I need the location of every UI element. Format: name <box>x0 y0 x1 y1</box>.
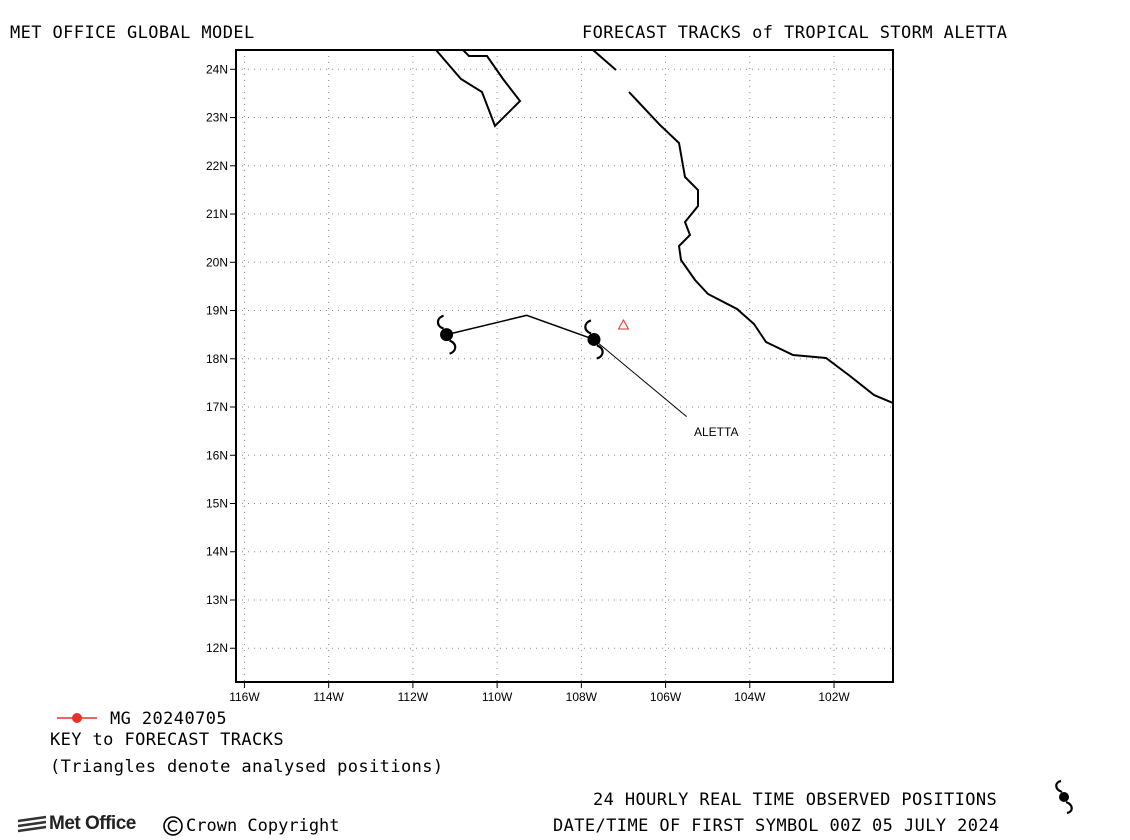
chart-title: FORECAST TRACKS of TROPICAL STORM ALETTA <box>582 23 1008 43</box>
lat-tick-label: 13N <box>206 593 228 607</box>
lat-tick-label: 21N <box>206 207 228 221</box>
tropical-storm-icon <box>1055 780 1073 814</box>
legend-model-marker <box>57 713 97 723</box>
legend-key-title: KEY to FORECAST TRACKS <box>50 730 284 750</box>
baja-coastline <box>435 49 522 128</box>
model-title: MET OFFICE GLOBAL MODEL <box>10 23 255 43</box>
lat-tick-label: 23N <box>206 111 228 125</box>
axis-ticks: 116W 114W 112W 110W 108W 106W 104W 102W 24N 23N 22… <box>206 62 850 704</box>
lon-tick-label: 112W <box>398 690 429 704</box>
storm-label: ALETTA <box>694 425 739 439</box>
lat-tick-label: 14N <box>206 545 228 559</box>
lat-tick-label: 20N <box>206 255 228 269</box>
coastline <box>435 49 894 404</box>
lon-tick-label: 110W <box>482 690 513 704</box>
storm-tracks <box>436 314 687 418</box>
mexico-mainland-coastline <box>592 49 894 404</box>
legend-key-note: (Triangles denote analysed positions) <box>50 757 444 777</box>
lat-tick-label: 12N <box>206 641 228 655</box>
first-symbol-datetime: DATE/TIME OF FIRST SYMBOL 00Z 05 JULY 20… <box>553 816 1000 836</box>
lon-tick-label: 114W <box>313 690 344 704</box>
lon-tick-label: 102W <box>818 690 850 704</box>
lon-tick-label: 104W <box>734 690 766 704</box>
met-office-logo-icon <box>17 815 47 833</box>
forecast-track-line <box>446 314 595 341</box>
map-grid <box>236 50 893 682</box>
copyright-text: Crown Copyright <box>186 816 340 836</box>
analysed-position-triangle <box>617 318 630 330</box>
met-office-logo-text: Met Office <box>49 813 136 834</box>
lat-tick-label: 19N <box>206 304 228 318</box>
lat-tick-label: 15N <box>206 496 228 510</box>
lon-tick-label: 116W <box>229 690 260 704</box>
map-frame <box>235 49 894 683</box>
lon-tick-label: 108W <box>566 690 598 704</box>
observed-note: 24 HOURLY REAL TIME OBSERVED POSITIONS <box>593 790 998 810</box>
legend-model-label: MG 20240705 <box>110 709 227 729</box>
tropical-storm-icon <box>584 319 604 360</box>
tropical-storm-icon <box>436 314 457 355</box>
lat-tick-label: 18N <box>206 352 228 366</box>
lat-tick-label: 17N <box>206 400 228 414</box>
lon-tick-label: 106W <box>650 690 682 704</box>
lat-tick-label: 16N <box>206 448 228 462</box>
lat-tick-label: 22N <box>206 159 228 173</box>
storm-label-leader-line <box>593 339 687 418</box>
lat-tick-label: 24N <box>206 62 228 76</box>
copyright-icon <box>163 816 183 836</box>
